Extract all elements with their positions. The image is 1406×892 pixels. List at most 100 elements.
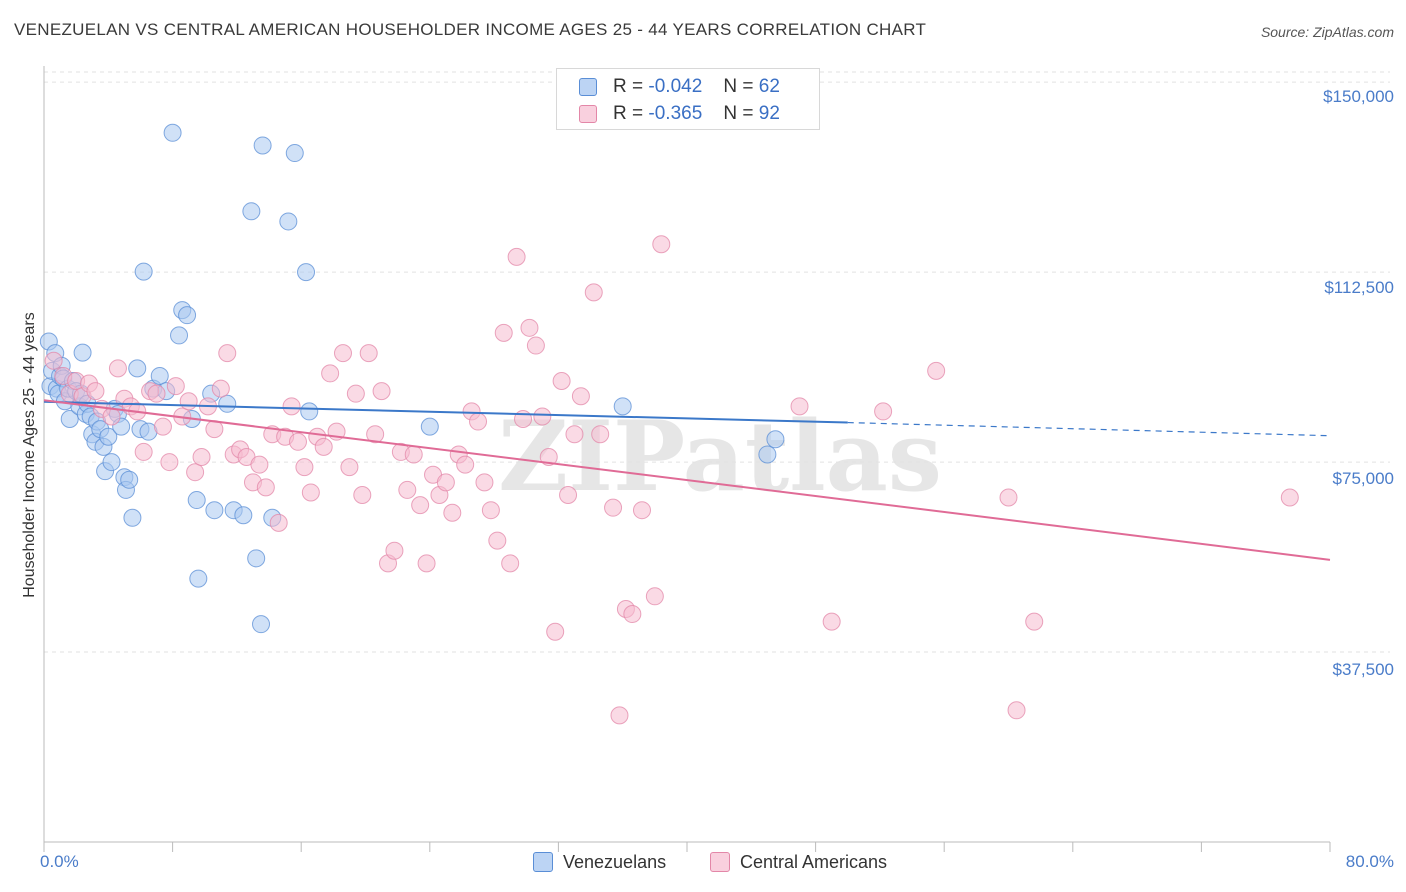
central-americans-point-69 — [494, 323, 513, 342]
y-tick-75000: $75,000 — [1332, 469, 1394, 488]
venezuelans-point-55 — [247, 549, 266, 568]
central-americans-point-25 — [211, 379, 230, 398]
central-americans-point-6 — [86, 382, 105, 401]
central-americans-point-32 — [256, 478, 275, 497]
central-americans-point-56 — [411, 496, 430, 515]
bottom-legend-central-americans: Central Americans — [710, 852, 887, 873]
central-americans-point-65 — [469, 412, 488, 431]
venezuelans-point-35 — [128, 359, 147, 378]
central-americans-point-92 — [822, 612, 841, 631]
venezuelans-point-60 — [285, 144, 304, 163]
central-americans-point-70 — [501, 554, 520, 573]
central-americans-point-37 — [288, 432, 307, 451]
legend-n-value-central-americans: 92 — [758, 103, 780, 124]
central-americans-point-79 — [559, 485, 578, 504]
central-americans-point-17 — [160, 453, 179, 472]
central-americans-point-22 — [192, 448, 211, 466]
central-americans-point-76 — [539, 448, 558, 466]
venezuelans-point-54 — [242, 202, 261, 221]
legend-n-label: N = — [723, 76, 754, 97]
central-americans-point-46 — [346, 384, 365, 403]
central-americans-point-13 — [134, 442, 153, 461]
central-americans-point-73 — [520, 318, 539, 337]
central-americans-point-80 — [565, 425, 584, 444]
central-americans-point-42 — [321, 364, 340, 383]
venezuelans-point-62 — [300, 402, 319, 421]
central-americans-point-74 — [526, 336, 545, 355]
venezuelans-point-48 — [189, 569, 208, 588]
central-americans-point-93 — [874, 402, 893, 421]
central-americans-point-68 — [488, 531, 507, 550]
central-americans-point-87 — [623, 605, 642, 624]
venezuelans-point-53 — [234, 506, 253, 525]
venezuelans-point-42 — [163, 123, 182, 142]
central-americans-point-18 — [166, 377, 185, 396]
venezuelans-trend-line — [43, 400, 848, 424]
central-americans-point-81 — [571, 387, 590, 406]
venezuelans-point-16 — [73, 343, 92, 362]
central-americans-point-67 — [481, 501, 500, 520]
venezuelans-point-33 — [120, 470, 139, 489]
x-tick-max: 80.0% — [1345, 852, 1394, 871]
central-americans-point-55 — [404, 445, 423, 464]
y-tick-112500: $112,500 — [1324, 278, 1394, 297]
legend-swatch-central-americans — [579, 105, 597, 123]
bottom-legend-label-central-americans: Central Americans — [740, 852, 888, 872]
central-americans-point-20 — [179, 392, 198, 411]
y-axis-label: Householder Income Ages 25 - 44 years — [21, 312, 38, 598]
venezuelans-point-56 — [252, 615, 271, 634]
central-americans-point-60 — [436, 473, 455, 492]
central-americans-point-24 — [205, 420, 224, 439]
central-americans-point-31 — [250, 455, 269, 474]
central-americans-point-15 — [147, 384, 166, 403]
central-americans-point-41 — [314, 437, 333, 456]
venezuelans-point-27 — [102, 453, 121, 472]
venezuelans-point-57 — [253, 136, 272, 155]
legend-n-label: N = — [723, 103, 754, 124]
venezuelans-point-65 — [758, 445, 777, 464]
venezuelans-point-45 — [178, 306, 197, 325]
central-americans-point-61 — [443, 503, 462, 522]
venezuelans-point-37 — [134, 262, 153, 281]
legend-r-value-central-americans: -0.365 — [648, 103, 703, 124]
central-americans-point-77 — [546, 622, 565, 641]
central-americans-point-0 — [44, 351, 63, 370]
venezuelans-point-64 — [613, 397, 632, 416]
central-americans-point-38 — [295, 458, 314, 477]
venezuelans-point-59 — [279, 212, 298, 231]
central-americans-point-84 — [604, 498, 623, 517]
central-americans-point-89 — [645, 587, 664, 606]
central-americans-point-88 — [632, 501, 651, 520]
legend-r-label: R = — [613, 103, 644, 124]
bottom-legend-swatch-venezuelans — [533, 852, 553, 872]
source-label: Source: ZipAtlas.com — [1260, 24, 1394, 40]
central-americans-point-98 — [1280, 488, 1299, 507]
correlation-legend: R = -0.042 N = 62 R = -0.365 N = 92 — [556, 68, 820, 130]
central-americans-point-21 — [186, 463, 205, 482]
bottom-legend-venezuelans: Venezuelans — [533, 852, 666, 873]
central-americans-point-83 — [591, 425, 610, 444]
central-americans-point-82 — [584, 283, 603, 302]
venezuelans-point-63 — [420, 417, 439, 436]
central-americans-point-34 — [269, 513, 288, 532]
central-americans-point-36 — [282, 397, 301, 416]
central-americans-point-95 — [999, 488, 1018, 507]
bottom-legend-label-venezuelans: Venezuelans — [563, 852, 667, 872]
central-americans-point-63 — [456, 455, 475, 474]
venezuelans-point-34 — [123, 508, 142, 527]
venezuelans-point-11 — [60, 410, 79, 429]
legend-n-value-venezuelans: 62 — [758, 76, 780, 97]
central-americans-point-39 — [301, 483, 320, 502]
venezuelans-point-51 — [218, 394, 237, 413]
central-americans-point-47 — [353, 485, 372, 504]
central-americans-point-57 — [417, 554, 436, 573]
central-americans-point-75 — [533, 407, 552, 426]
central-americans-point-45 — [340, 458, 359, 477]
x-tick-min: 0.0% — [40, 852, 79, 871]
central-americans-point-44 — [333, 344, 352, 363]
central-americans-point-49 — [366, 425, 385, 444]
chart-title: VENEZUELAN VS CENTRAL AMERICAN HOUSEHOLD… — [14, 20, 927, 39]
legend-r-label: R = — [613, 76, 644, 97]
venezuelans-trend-extension — [847, 421, 1331, 437]
